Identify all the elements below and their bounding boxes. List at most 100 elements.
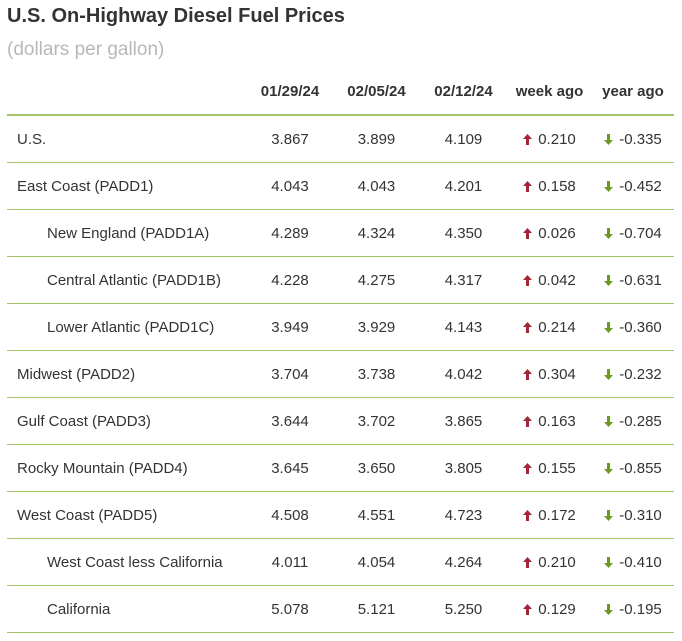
price-date-2: 3.650 [333,445,420,492]
region-name: East Coast (PADD1) [7,163,247,210]
region-name: Central Atlantic (PADD1B) [7,257,247,304]
week-ago-change-cell: 0.158 [507,163,592,210]
down-arrow-icon [604,416,613,427]
year-ago-change-value: -0.335 [619,131,662,148]
year-ago-change-cell: -0.410 [592,539,674,586]
price-date-2: 4.054 [333,539,420,586]
up-arrow-icon [523,369,532,380]
down-arrow-icon [604,510,613,521]
price-date-3: 4.042 [420,351,507,398]
year-ago-change-value: -0.704 [619,225,662,242]
down-arrow-icon [604,181,613,192]
year-ago-change-value: -0.631 [619,272,662,289]
year-ago-change-value: -0.855 [619,460,662,477]
price-date-1: 3.867 [247,115,333,163]
year-ago-change-cell: -0.360 [592,304,674,351]
up-arrow-icon [523,275,532,286]
region-name: California [7,586,247,633]
price-date-3: 4.723 [420,492,507,539]
week-ago-change-cell: 0.026 [507,210,592,257]
price-date-1: 3.704 [247,351,333,398]
page-title: U.S. On-Highway Diesel Fuel Prices [7,5,345,28]
up-arrow-icon [523,181,532,192]
price-date-2: 4.324 [333,210,420,257]
week-ago-change-value: 0.304 [538,366,576,383]
week-ago-change-value: 0.210 [538,131,576,148]
year-ago-change-cell: -0.310 [592,492,674,539]
up-arrow-icon [523,463,532,474]
week-ago-change-value: 0.129 [538,601,576,618]
week-ago-change-value: 0.155 [538,460,576,477]
week-ago-change-value: 0.158 [538,178,576,195]
price-date-3: 3.805 [420,445,507,492]
week-ago-change-cell: 0.163 [507,398,592,445]
header-year-ago: year ago [592,68,674,115]
price-date-1: 3.644 [247,398,333,445]
price-date-1: 5.078 [247,586,333,633]
price-date-3: 4.109 [420,115,507,163]
down-arrow-icon [604,322,613,333]
up-arrow-icon [523,604,532,615]
down-arrow-icon [604,604,613,615]
price-date-1: 4.289 [247,210,333,257]
price-date-3: 3.865 [420,398,507,445]
price-date-3: 4.350 [420,210,507,257]
up-arrow-icon [523,416,532,427]
table-row: West Coast (PADD5) 4.508 4.551 4.723 0.172 -0… [7,492,674,539]
region-name: West Coast less California [7,539,247,586]
year-ago-change-cell: -0.704 [592,210,674,257]
week-ago-change-value: 0.026 [538,225,576,242]
price-date-2: 4.551 [333,492,420,539]
year-ago-change-cell: -0.855 [592,445,674,492]
region-name: Gulf Coast (PADD3) [7,398,247,445]
down-arrow-icon [604,275,613,286]
region-name: U.S. [7,115,247,163]
page-subtitle: (dollars per gallon) [7,39,164,61]
week-ago-change-value: 0.214 [538,319,576,336]
table-row: New England (PADD1A) 4.289 4.324 4.350 0.026… [7,210,674,257]
price-date-2: 3.738 [333,351,420,398]
year-ago-change-value: -0.410 [619,554,662,571]
week-ago-change-value: 0.172 [538,507,576,524]
down-arrow-icon [604,463,613,474]
region-name: West Coast (PADD5) [7,492,247,539]
up-arrow-icon [523,557,532,568]
year-ago-change-value: -0.310 [619,507,662,524]
year-ago-change-cell: -0.232 [592,351,674,398]
year-ago-change-cell: -0.285 [592,398,674,445]
price-date-1: 4.043 [247,163,333,210]
week-ago-change-cell: 0.042 [507,257,592,304]
year-ago-change-cell: -0.631 [592,257,674,304]
price-date-2: 3.702 [333,398,420,445]
region-name: New England (PADD1A) [7,210,247,257]
price-date-3: 5.250 [420,586,507,633]
week-ago-change-value: 0.042 [538,272,576,289]
table-row: Rocky Mountain (PADD4) 3.645 3.650 3.805 0.1… [7,445,674,492]
year-ago-change-value: -0.285 [619,413,662,430]
week-ago-change-cell: 0.214 [507,304,592,351]
price-date-3: 4.317 [420,257,507,304]
year-ago-change-cell: -0.195 [592,586,674,633]
week-ago-change-cell: 0.210 [507,115,592,163]
week-ago-change-cell: 0.129 [507,586,592,633]
region-name: Midwest (PADD2) [7,351,247,398]
header-week-ago: week ago [507,68,592,115]
header-date-3: 02/12/24 [420,68,507,115]
table-row: West Coast less California 4.011 4.054 4.26… [7,539,674,586]
down-arrow-icon [604,557,613,568]
year-ago-change-value: -0.360 [619,319,662,336]
table-row: East Coast (PADD1) 4.043 4.043 4.201 0.158 -0… [7,163,674,210]
price-date-2: 3.929 [333,304,420,351]
week-ago-change-cell: 0.304 [507,351,592,398]
table-row: Gulf Coast (PADD3) 3.644 3.702 3.865 0.163 -0… [7,398,674,445]
price-date-1: 4.508 [247,492,333,539]
year-ago-change-value: -0.452 [619,178,662,195]
down-arrow-icon [604,134,613,145]
price-date-3: 4.264 [420,539,507,586]
year-ago-change-cell: -0.452 [592,163,674,210]
table-row: Lower Atlantic (PADD1C) 3.949 3.929 4.143 0.… [7,304,674,351]
table-header-row: 01/29/24 02/05/24 02/12/24 week ago year… [7,68,674,115]
price-date-1: 3.645 [247,445,333,492]
header-region [7,68,247,115]
table-row: U.S. 3.867 3.899 4.109 0.210 -0.335 [7,115,674,163]
